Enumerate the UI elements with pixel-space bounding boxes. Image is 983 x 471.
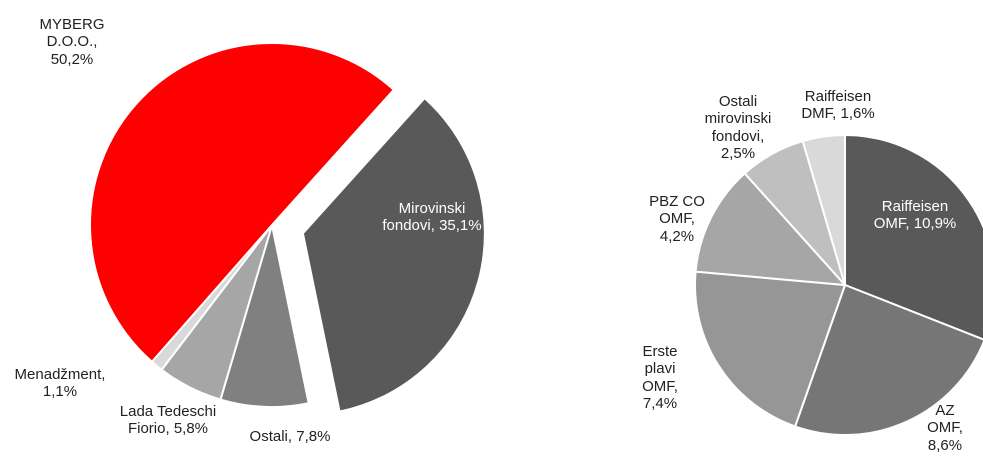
pie-slice [694,171,848,287]
slice-label: Raiffeisen OMF, 10,9% [870,198,960,233]
slice-label: Ostali, 7,8% [220,428,360,445]
value-label: 7,8% [296,428,331,445]
slice-label: Mirovinski fondovi, 35,1% [382,200,482,235]
value-label: 8,6% [927,436,963,454]
category-label: Raiffeisen DMF, [801,88,872,123]
value-label: 35,1% [439,217,482,235]
pie-slice [844,133,983,341]
pie-slice [801,133,846,286]
slice-label: Ostali mirovinski fondovi, 2,5% [698,93,778,162]
value-label: 5,8% [173,420,209,438]
slice-label: Raiffeisen DMF, 1,6% [791,88,886,123]
value-label: 4,2% [659,227,695,245]
value-label: 50,2% [50,50,94,68]
value-label: 2,5% [720,144,756,162]
slice-label: Menadžment, 1,1% [5,366,115,401]
category-label: Lada Tedeschi Fiorio, [119,403,217,438]
category-label: PBZ CO OMF, [649,193,705,228]
slice-label: AZ OMF, 8,6% [925,402,965,454]
value-label: 7,4% [642,394,678,412]
pie-slice [694,270,847,428]
slice-label: Lada Tedeschi Fiorio, 5,8% [118,403,218,438]
value-label: 10,9% [913,215,957,233]
pie-slice [793,283,983,436]
slice-label: PBZ CO OMF, 4,2% [642,193,712,245]
category-label: Menadžment, [14,366,106,383]
category-label: Raiffeisen OMF, [873,198,949,233]
category-label: Mirovinski fondovi, [382,200,466,235]
category-label: AZ OMF, [927,402,963,437]
value-label: 1,6% [840,105,875,123]
category-label: Ostali, [249,428,293,445]
slice-label: MYBERG D.O.O., 50,2% [32,16,112,68]
pie-slice [89,42,396,364]
pie-slice [301,96,486,413]
value-label: 1,1% [42,383,78,401]
category-label: MYBERG D.O.O., [39,16,105,51]
category-label: Ostali mirovinski fondovi, [704,93,772,145]
slice-label: Erste plavi OMF, 7,4% [635,343,685,412]
category-label: Erste plavi OMF, [642,343,678,395]
